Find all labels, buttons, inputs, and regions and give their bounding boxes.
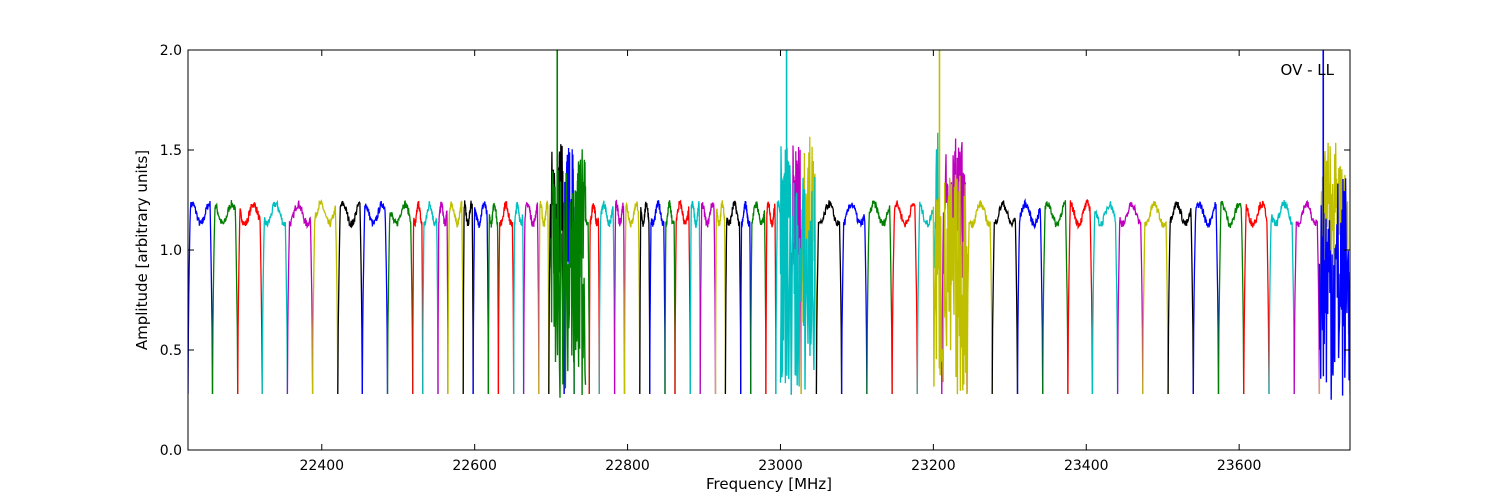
- y-axis-ticks: 0.0 0.5 1.0 1.5 2.0: [160, 43, 1350, 459]
- spectrum-band: [1016, 198, 1044, 395]
- spectrum-band: [866, 200, 893, 395]
- spectrum-band: [311, 199, 339, 395]
- spectrum-band: [261, 199, 289, 395]
- y-axis-label: Amplitude [arbitrary units]: [133, 150, 151, 350]
- spectrum-band: [1091, 201, 1119, 395]
- spectrum-band: [588, 202, 600, 395]
- spectrum-band: [337, 200, 363, 395]
- x-tick-label: 22600: [452, 458, 497, 474]
- spectrum-band: [623, 200, 641, 395]
- spectrum-band: [497, 201, 515, 395]
- x-tick-label: 23600: [1217, 458, 1262, 474]
- spectrum-band: [724, 200, 742, 395]
- spectrum-band: [1243, 200, 1270, 395]
- spectrum-band: [891, 200, 918, 395]
- spectrum-band: [1167, 201, 1194, 395]
- spectrum-band: [412, 201, 424, 395]
- y-tick-label: 0.5: [160, 343, 182, 359]
- spectrum-band: [966, 200, 993, 395]
- noise-segment: [1318, 178, 1350, 400]
- spectrum-band: [286, 200, 314, 395]
- noise-segment: [932, 174, 969, 395]
- spectrum-band: [513, 201, 525, 395]
- spectrum-band: [598, 200, 616, 395]
- spectrum-band: [916, 132, 943, 395]
- spectrum-band: [472, 201, 490, 395]
- y-tick-label: 1.5: [160, 143, 182, 159]
- spectrum-band: [538, 200, 550, 395]
- spectrum-band: [1192, 201, 1220, 395]
- spectrum-band: [765, 201, 777, 395]
- spectrum-band: [740, 200, 752, 395]
- spectrum-band: [639, 201, 651, 395]
- spectrum-band: [991, 200, 1019, 395]
- spectrum-band: [815, 200, 843, 395]
- spectrum-band: [699, 202, 717, 395]
- spectrum-band: [487, 202, 500, 395]
- y-tick-label: 1.0: [160, 243, 182, 259]
- spectrum-band: [674, 199, 691, 395]
- spectrum-band: [613, 199, 626, 395]
- y-tick-label: 2.0: [160, 43, 182, 59]
- spectrum-band: [1116, 201, 1144, 395]
- spectrum-band: [1268, 200, 1295, 395]
- spectrum-band: [750, 201, 767, 395]
- x-axis-ticks: 22400 22600 22800 23000 23200 23400 23600: [300, 50, 1262, 474]
- spectrum-band: [1217, 200, 1245, 395]
- spectrum-band: [1293, 199, 1321, 395]
- y-tick-label: 0.0: [160, 443, 182, 459]
- x-tick-label: 23000: [758, 458, 803, 474]
- spectrum-band: [714, 200, 727, 395]
- spectrum-band: [237, 202, 263, 395]
- spectrum-band: [689, 200, 701, 395]
- corner-annotation: OV - LL: [1281, 61, 1335, 79]
- series-layer: [188, 50, 1350, 400]
- spectrum-band: [840, 202, 868, 395]
- spectrum-band: [649, 200, 666, 395]
- spectrum-band: [361, 200, 389, 395]
- spectrum-band: [1142, 201, 1169, 395]
- spectrum-band: [1067, 198, 1094, 395]
- x-tick-label: 22800: [605, 458, 650, 474]
- x-tick-label: 23200: [911, 458, 956, 474]
- spectrum-band: [437, 201, 449, 395]
- spectrum-band: [422, 201, 439, 395]
- spectrum-band: [1042, 200, 1069, 395]
- spectrum-band: [211, 200, 239, 395]
- x-tick-label: 22400: [300, 458, 345, 474]
- spectrum-band: [1318, 142, 1350, 395]
- spectrum-band: [386, 200, 414, 395]
- spectrum-band: [447, 200, 464, 395]
- x-axis-label: Frequency [MHz]: [706, 475, 832, 493]
- spectrum-band: [664, 200, 676, 395]
- spectrum-band: [462, 200, 474, 395]
- spectrum-band: [522, 202, 540, 395]
- x-tick-label: 23400: [1064, 458, 1109, 474]
- spectrum-band: [188, 200, 214, 395]
